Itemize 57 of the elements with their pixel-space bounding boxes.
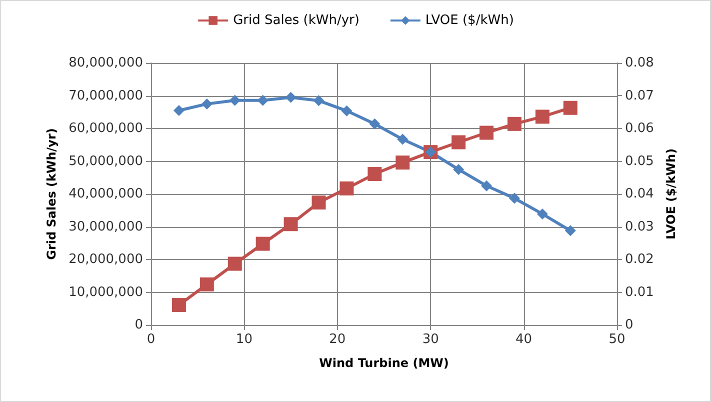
point — [453, 164, 464, 175]
y-tick-label: 50,000,000 — [68, 154, 143, 169]
point — [340, 181, 354, 196]
point — [228, 256, 242, 271]
point — [564, 225, 576, 236]
point — [563, 100, 578, 115]
point — [480, 126, 494, 140]
point — [312, 196, 326, 210]
y-tick-label: 20,000,000 — [68, 252, 143, 267]
x-tick-label: 30 — [422, 332, 439, 347]
y2-tick-label: 0.07 — [625, 88, 654, 104]
point — [285, 92, 296, 103]
y2-axis-title: LVOE ($/kWh) — [664, 148, 678, 240]
legend-label: LVOE ($/kWh) — [425, 13, 514, 28]
point — [172, 298, 186, 312]
point — [452, 135, 466, 150]
y-tick-label: 80,000,000 — [68, 56, 143, 70]
y-tick-label: 30,000,000 — [68, 219, 143, 234]
y-tick-label: 70,000,000 — [68, 88, 143, 104]
point — [200, 277, 214, 292]
y2-tick-label: 0.04 — [625, 186, 654, 202]
point — [397, 134, 408, 145]
x-tick-label: 10 — [236, 332, 252, 347]
y2-tick-label: 0.03 — [625, 219, 654, 234]
y-tick-label: 40,000,000 — [68, 186, 143, 202]
y2-tick-label: 0.06 — [625, 121, 654, 136]
y-tick-label: 60,000,000 — [68, 121, 143, 136]
point — [229, 94, 240, 106]
point — [313, 95, 324, 106]
y2-tick-label: 0.01 — [625, 284, 654, 300]
y2-tick-label: 0.05 — [625, 154, 654, 169]
x-tick-label: 50 — [608, 332, 626, 347]
y2-tick-label: 0.02 — [625, 252, 654, 267]
point — [284, 217, 298, 232]
y-axis-title: Grid Sales (kWh/yr) — [44, 128, 59, 260]
point — [368, 167, 382, 182]
x-axis-title: Wind Turbine (MW) — [319, 356, 449, 370]
point — [536, 208, 548, 220]
point — [173, 104, 184, 116]
point — [507, 116, 522, 131]
point — [201, 98, 212, 110]
point — [341, 105, 352, 116]
point — [481, 180, 492, 192]
point — [369, 118, 380, 130]
x-tick-label: 40 — [516, 332, 532, 347]
x-tick-label: 0 — [146, 332, 156, 347]
y2-tick-label: 0.08 — [625, 56, 654, 70]
y-tick-label: 10,000,000 — [68, 284, 143, 300]
point — [396, 156, 410, 170]
x-tick-label: 20 — [329, 332, 346, 347]
point — [257, 94, 268, 106]
point — [256, 236, 270, 251]
y2-tick-label: 0 — [625, 318, 634, 332]
point — [508, 192, 520, 204]
point — [535, 110, 550, 124]
y-tick-label: 0 — [134, 318, 143, 332]
legend-label: Grid Sales (kWh/yr) — [233, 13, 360, 28]
